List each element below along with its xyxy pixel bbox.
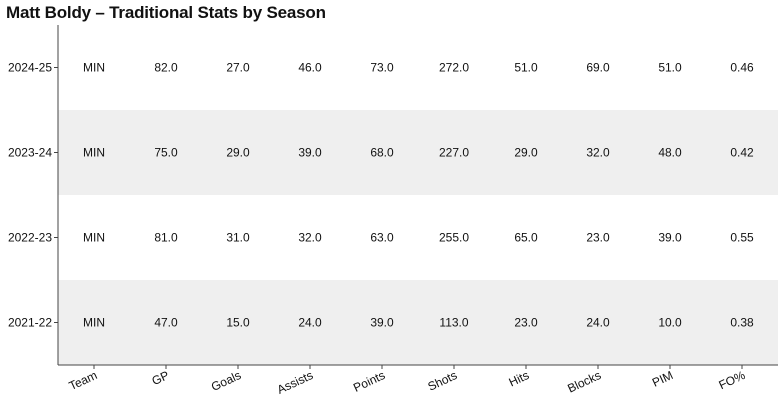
table-cell: 47.0 [154,316,178,330]
column-label: PIM [650,368,675,390]
table-cell: 51.0 [514,61,538,75]
table-cell: MIN [83,61,105,75]
table-cell: 82.0 [154,61,178,75]
table-cell: 0.55 [730,231,754,245]
table-cell: 48.0 [658,146,682,160]
table-cell: 39.0 [658,231,682,245]
table-cell: 29.0 [514,146,538,160]
table-cell: MIN [83,231,105,245]
table-cell: MIN [83,146,105,160]
table-cell: 65.0 [514,231,538,245]
season-label: 2024-25 [8,61,52,75]
table-cell: 39.0 [370,316,394,330]
column-label: Points [351,368,387,395]
table-cell: 24.0 [298,316,322,330]
table-cell: 81.0 [154,231,178,245]
column-label: GP [150,368,172,388]
row-band [58,280,778,365]
column-tick-labels: Team GP Goals Assists Points Shots Hits Blocks P… [67,368,748,397]
column-label: Blocks [565,368,603,396]
table-cell: 23.0 [586,231,610,245]
season-label: 2022-23 [8,231,52,245]
table-cell: 27.0 [226,61,250,75]
table-cell: 0.38 [730,316,754,330]
table-cells: MIN 82.0 27.0 46.0 73.0 272.0 51.0 69.0 51.0 0.46… [83,61,754,330]
table-cell: 73.0 [370,61,394,75]
table-cell: 69.0 [586,61,610,75]
table-cell: 46.0 [298,61,322,75]
axes [54,25,778,369]
column-label: Hits [507,368,532,389]
table-cell: 29.0 [226,146,250,160]
table-cell: 23.0 [514,316,538,330]
column-label: Assists [275,368,315,397]
season-label: 2023-24 [8,146,52,160]
season-label: 2021-22 [8,316,52,330]
table-cell: 255.0 [439,231,469,245]
table-cell: 272.0 [439,61,469,75]
table-cell: 0.46 [730,61,754,75]
row-band [58,195,778,280]
row-bands [58,25,778,365]
table-cell: 227.0 [439,146,469,160]
table-cell: 68.0 [370,146,394,160]
table-cell: 31.0 [226,231,250,245]
table-cell: 51.0 [658,61,682,75]
table-cell: 24.0 [586,316,610,330]
table-cell: 63.0 [370,231,394,245]
table-cell: 0.42 [730,146,754,160]
table-cell: 113.0 [439,316,468,330]
chart-title: Matt Boldy – Traditional Stats by Season [6,3,326,22]
season-tick-labels: 2024-25 2023-24 2022-23 2021-22 [8,61,52,330]
table-cell: 10.0 [658,316,682,330]
row-band [58,25,778,110]
table-cell: 39.0 [298,146,322,160]
column-label: Goals [209,368,243,394]
column-label: Team [67,368,100,393]
column-label: Shots [426,368,460,394]
column-label: FO% [717,368,748,392]
row-band [58,110,778,195]
table-cell: 15.0 [226,316,250,330]
table-cell: 32.0 [586,146,610,160]
table-cell: 32.0 [298,231,322,245]
table-cell: 75.0 [154,146,178,160]
table-cell: MIN [83,316,105,330]
